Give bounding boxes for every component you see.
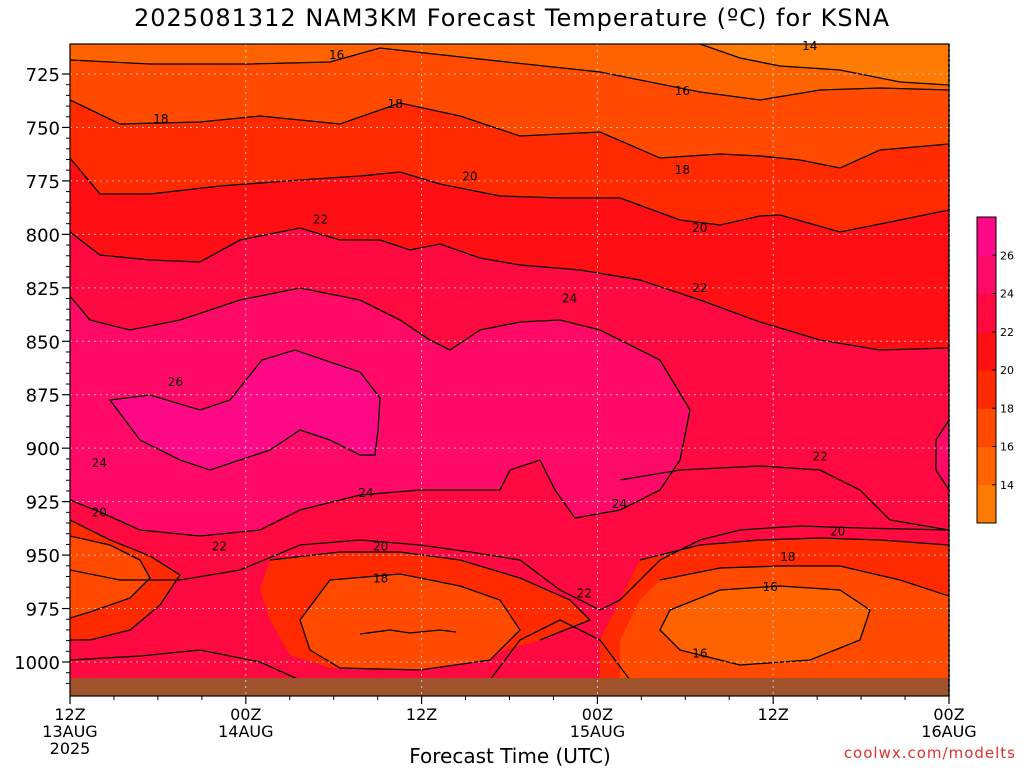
band-lower-mid-18 bbox=[300, 574, 520, 670]
x-tick-label-0-2: 2025 bbox=[50, 739, 91, 758]
x-axis-label: Forecast Time (UTC) bbox=[409, 744, 611, 768]
colorbar-label-14: 14 bbox=[1000, 479, 1014, 492]
y-tick-label-725: 725 bbox=[26, 65, 60, 86]
colorbar-swatch-4 bbox=[977, 331, 996, 371]
colorbar-swatch-2 bbox=[977, 408, 996, 447]
contour-label-23: 16 bbox=[763, 580, 778, 594]
colorbar-swatch-3 bbox=[977, 370, 996, 409]
y-tick-label-775: 775 bbox=[26, 172, 60, 193]
x-tick-label-3-1: 15AUG bbox=[570, 722, 625, 741]
band-lower-right-16 bbox=[660, 586, 870, 665]
contour-label-6: 20 bbox=[462, 170, 477, 184]
chart-title: 2025081312 NAM3KM Forecast Temperature (… bbox=[134, 4, 890, 32]
y-tick-label-800: 800 bbox=[26, 225, 60, 246]
y-tick-label-975: 975 bbox=[26, 600, 60, 621]
x-tick-label-1-1: 14AUG bbox=[218, 722, 273, 741]
x-tick-label-5-0: 00Z bbox=[933, 705, 964, 724]
x-tick-label-0-1: 13AUG bbox=[42, 722, 97, 741]
contour-label-5: 18 bbox=[675, 163, 690, 177]
colorbar-swatch-1 bbox=[977, 446, 996, 486]
colorbar-label-22: 22 bbox=[1000, 326, 1014, 339]
y-tick-label-850: 850 bbox=[26, 332, 60, 353]
colorbar-label-18: 18 bbox=[1000, 402, 1014, 415]
contour-label-24: 16 bbox=[692, 646, 707, 660]
contour-label-21: 20 bbox=[830, 525, 845, 539]
contour-label-15: 20 bbox=[92, 505, 107, 519]
colorbar-label-20: 20 bbox=[1000, 364, 1014, 377]
band-24-26 bbox=[70, 288, 690, 536]
x-tick-label-0-0: 12Z bbox=[54, 705, 85, 724]
band-24-right-bulge bbox=[936, 420, 949, 490]
contour-label-19: 22 bbox=[577, 587, 592, 601]
contour-label-12: 24 bbox=[92, 456, 107, 470]
credit-text[interactable]: coolwx.com/modelts bbox=[843, 744, 1016, 762]
x-tick-label-1-0: 00Z bbox=[230, 705, 261, 724]
contour-label-4: 18 bbox=[388, 97, 403, 111]
contour-label-18: 18 bbox=[373, 572, 388, 586]
x-tick-label-4-0: 12Z bbox=[758, 705, 789, 724]
colorbar-label-26: 26 bbox=[1000, 249, 1014, 262]
y-axis: 725 750 775 800 825 850 875 900 925 950 975 1000 bbox=[14, 65, 70, 684]
y-tick-label-875: 875 bbox=[26, 386, 60, 407]
x-tick-label-2-0: 12Z bbox=[406, 705, 437, 724]
contour-label-2: 16 bbox=[675, 84, 690, 98]
contour-label-17: 20 bbox=[373, 540, 388, 554]
x-tick-label-3-0: 00Z bbox=[582, 705, 613, 724]
surface-ground bbox=[70, 678, 949, 696]
grid-lines bbox=[70, 44, 949, 696]
contour-label-22: 18 bbox=[780, 550, 795, 564]
y-tick-label-900: 900 bbox=[26, 439, 60, 460]
band-26-core bbox=[110, 350, 380, 470]
colorbar-swatch-5 bbox=[977, 293, 996, 333]
contour-label-0: 16 bbox=[329, 48, 344, 62]
y-tick-label-825: 825 bbox=[26, 279, 60, 300]
contour-label-3: 18 bbox=[153, 112, 168, 126]
colorbar-label-24: 24 bbox=[1000, 288, 1014, 301]
contour-label-11: 26 bbox=[168, 375, 183, 389]
colorbar-swatch-6 bbox=[977, 255, 996, 294]
contour-label-7: 20 bbox=[692, 221, 707, 235]
colorbar: 14 16 18 20 22 24 26 bbox=[976, 216, 1014, 524]
y-tick-label-925: 925 bbox=[26, 493, 60, 514]
x-tick-label-5-1: 16AUG bbox=[921, 722, 976, 741]
band-14-upper-right bbox=[700, 44, 949, 85]
contour-label-10: 24 bbox=[562, 292, 577, 306]
y-tick-label-750: 750 bbox=[26, 118, 60, 139]
colorbar-label-16: 16 bbox=[1000, 441, 1014, 454]
contour-label-13: 24 bbox=[358, 486, 373, 500]
contour-label-8: 22 bbox=[313, 212, 328, 226]
contour-label-16: 22 bbox=[212, 540, 227, 554]
y-tick-label-950: 950 bbox=[26, 546, 60, 567]
band-surface-mid-22 bbox=[500, 650, 590, 680]
contour-label-9: 22 bbox=[692, 281, 707, 295]
colorbar-swatch-7 bbox=[977, 217, 996, 256]
contour-label-14: 24 bbox=[612, 497, 627, 511]
y-tick-label-1000: 1000 bbox=[14, 653, 60, 674]
contour-label-1: 14 bbox=[802, 39, 817, 53]
colorbar-swatch-0 bbox=[977, 484, 996, 524]
contour-label-20: 22 bbox=[812, 450, 827, 464]
contour-labels: 16 14 16 18 18 18 20 20 22 22 24 26 24 24 24 20 22 20 18 22… bbox=[92, 39, 846, 660]
